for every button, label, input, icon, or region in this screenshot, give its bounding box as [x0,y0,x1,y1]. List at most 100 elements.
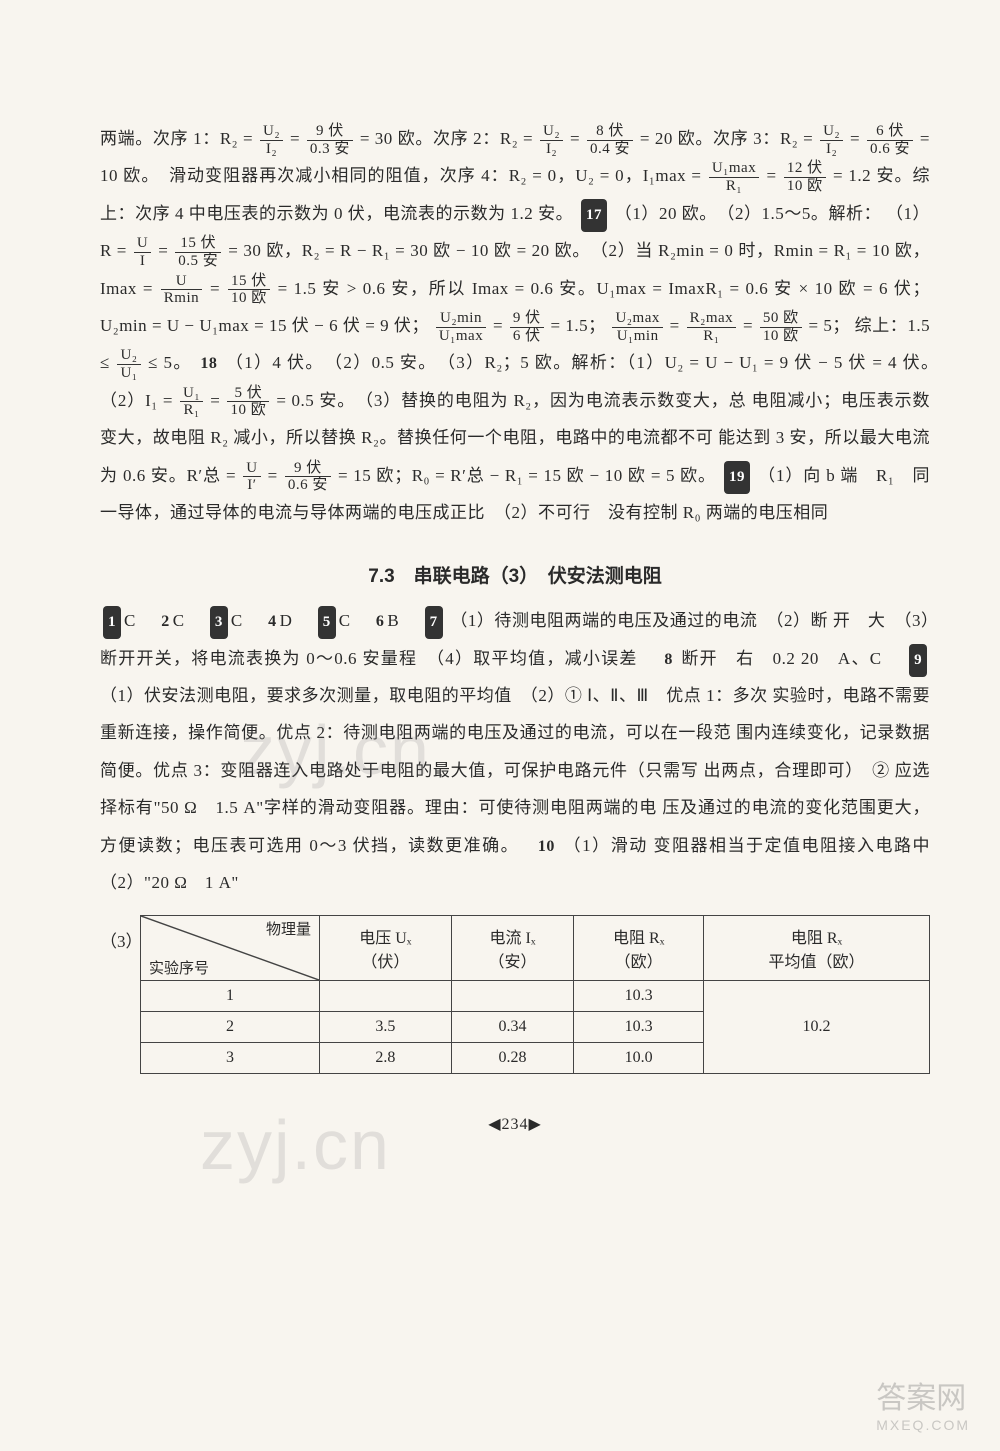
fraction: 15 伏0.5 安 [175,235,221,269]
text: （1）20 欧。 （2）1.5～5。解析： [615,204,881,223]
cell-avg: 10.2 [704,981,930,1074]
question-number-2: 2 [161,604,170,639]
solution-block-2: 1C 2C 3C 4D 5C 6B 7 （1）待测电阻两端的电压及通过的电流 （… [100,602,930,901]
text: = 0.5 安。 （3）替换的电阻为 R₂，因为电流表示数变大，总 [276,391,746,410]
text: = [210,279,220,298]
text: C [124,611,153,630]
cell: 10.3 [574,1012,704,1043]
question-number-4: 4 [268,604,277,639]
text: = 15 欧；R₀ = R′总 − R₁ = 15 欧 − 10 欧 = 5 欧… [338,466,716,485]
fraction: U₂minU₁max [436,310,486,344]
fraction: U₂U₁ [117,347,140,381]
diagonal-header: 物理量 实验序号 [141,916,320,981]
fraction: UI [134,235,151,269]
fraction: R₂maxR₁ [687,310,737,344]
fraction: U₂I₂ [260,123,283,157]
text: = 1.5； [551,316,606,335]
text: = 1.5 安 > 0.6 安，所以 Imax = 0.6 安。U₁max = … [278,279,873,298]
text: 断开 右 0.2 [681,649,795,668]
cell: 0.28 [451,1043,574,1074]
cell: 3.5 [320,1012,452,1043]
question-number-19: 19 [724,461,750,494]
cell: 10.3 [574,981,704,1012]
fraction: URmin [161,273,202,307]
question-number-17: 17 [581,199,607,232]
text: = [920,129,930,148]
text: = 20 欧。次序 3：R₂ = [640,129,813,148]
table-wrapper: （3） 物理量 实验序号 电压 Uₓ（伏） 电流 Iₓ（安） 电阻 Rₓ（欧） … [100,907,930,1074]
data-table: 物理量 实验序号 电压 Uₓ（伏） 电流 Iₓ（安） 电阻 Rₓ（欧） 电阻 R… [140,915,930,1074]
text: C [173,611,202,630]
table-row: 1 10.3 10.2 [141,981,930,1012]
question-number-1: 1 [103,606,121,639]
text: = [158,241,168,260]
solution-block-1: 两端。次序 1：R₂ = U₂I₂ = 9 伏0.3 安 = 30 欧。次序 2… [100,120,930,531]
cell: 1 [141,981,320,1012]
text: B [387,611,416,630]
col-current: 电流 Iₓ（安） [451,916,574,981]
fraction: 6 伏0.6 安 [867,123,913,157]
text: 上：次序 4 中电压表的示数为 0 伏，电流表的示数为 1.2 安。 [100,204,573,223]
question-number-7: 7 [425,606,443,639]
text: D [280,611,310,630]
fraction: 12 伏10 欧 [784,160,826,194]
fraction: 15 伏10 欧 [228,273,270,307]
question-number-8: 8 [664,642,673,677]
text: 20 A、C [801,649,901,668]
text: = [570,129,580,148]
question-number-18: 18 [200,346,217,381]
footer-watermark: 答案网 MXEQ.COM [876,1373,970,1433]
question-number-10: 10 [538,829,555,864]
text: = [767,166,777,185]
text: = [850,129,860,148]
fraction: U₂I₂ [540,123,563,157]
col-resistance-avg: 电阻 Rₓ平均值（欧） [704,916,930,981]
fraction: U₂I₂ [820,123,843,157]
table-header-row: 物理量 实验序号 电压 Uₓ（伏） 电流 Iₓ（安） 电阻 Rₓ（欧） 电阻 R… [141,916,930,981]
text: （1）4 伏。 （2）0.5 安。 （3）R₂；5 欧。解析：（1）U₂ = U… [226,353,789,372]
cell: 10.0 [574,1043,704,1074]
fraction: 5 伏10 欧 [227,385,269,419]
fraction: 9 伏6 伏 [510,310,544,344]
cell [451,981,574,1012]
text: （1）伏安法测电阻，要求多次测量，取电阻的平均值 （2）① Ⅰ、Ⅱ、Ⅲ 优点 1… [100,686,768,705]
text: = 30 欧，R₂ = R − R₁ = 30 欧 − 10 欧 = 20 欧。… [228,241,867,260]
text: = [493,316,503,335]
fraction: U₁maxR₁ [709,160,759,194]
text: （1）待测电阻两端的电压及通过的电流 （2）断 [450,611,828,630]
cell: 3 [141,1043,320,1074]
question-number-6: 6 [376,604,385,639]
fraction: 9 伏0.3 安 [307,123,353,157]
cell: 0.34 [451,1012,574,1043]
text: 10 欧。 滑动变阻器再次减小相同的阻值，次序 4：R₂ = 0，U₂ = 0，… [100,166,702,185]
text: = [290,129,300,148]
text: = [268,466,278,485]
text: = 1.2 安。综 [833,166,930,185]
cell [320,981,452,1012]
col-voltage: 电压 Uₓ（伏） [320,916,452,981]
text: C [339,611,368,630]
text: （1）滑动 [564,836,648,855]
text: = [743,316,753,335]
text: R₀ 两端的电压相同 [683,503,829,522]
fraction: 50 欧10 欧 [760,310,802,344]
text: = [210,391,220,410]
page: zyj.cn zyj.cn 两端。次序 1：R₂ = U₂I₂ = 9 伏0.3… [0,0,1000,1451]
fraction: 8 伏0.4 安 [587,123,633,157]
question-number-3: 3 [210,606,228,639]
question-number-9: 9 [909,644,927,677]
col-resistance: 电阻 Rₓ（欧） [574,916,704,981]
cell: 2 [141,1012,320,1043]
fraction: UI′ [243,460,260,494]
section-title: 7.3 串联电路（3） 伏安法测电阻 [100,561,930,588]
text: = 30 欧。次序 2：R₂ = [360,129,533,148]
cell: 2.8 [320,1043,452,1074]
text: = 5； [808,316,849,335]
page-number: ◀234▶ [100,1114,930,1134]
text: ≤ 5。 [148,353,192,372]
table-label: （3） [100,907,140,952]
text: = [670,316,680,335]
fraction: 9 伏0.6 安 [285,460,331,494]
text: 两端。次序 1：R₂ = [100,129,253,148]
text: C [231,611,260,630]
